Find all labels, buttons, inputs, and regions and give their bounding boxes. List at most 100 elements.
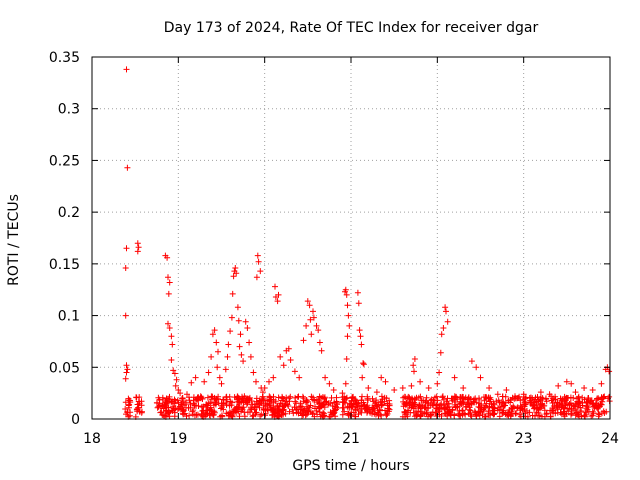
baseline-point <box>579 394 586 401</box>
baseline-point <box>443 398 450 405</box>
data-point <box>250 369 257 376</box>
data-point <box>228 314 235 321</box>
baseline-point <box>350 393 357 400</box>
baseline-point <box>166 413 173 420</box>
data-point <box>356 327 363 334</box>
baseline-point <box>203 401 210 408</box>
y-tick-label: 0.2 <box>58 205 80 221</box>
data-point <box>171 370 178 377</box>
baseline-point <box>475 403 482 410</box>
baseline-point <box>500 399 507 406</box>
baseline-point <box>570 395 577 401</box>
data-point <box>165 274 171 281</box>
baseline-point <box>422 399 429 406</box>
baseline-point <box>596 411 603 418</box>
baseline-point <box>223 394 230 401</box>
baseline-point <box>385 405 392 412</box>
data-point <box>275 291 282 298</box>
baseline-point <box>278 410 285 416</box>
baseline-point <box>157 409 164 416</box>
baseline-point <box>383 411 389 418</box>
baseline-point <box>220 406 227 413</box>
baseline-point <box>554 406 561 413</box>
data-point <box>436 369 443 376</box>
baseline-point <box>473 411 480 418</box>
data-point <box>230 273 237 280</box>
baseline-point <box>289 406 296 413</box>
baseline-point <box>339 404 346 411</box>
baseline-point <box>465 395 472 402</box>
baseline-point <box>438 400 445 407</box>
data-point <box>563 378 570 385</box>
baseline-point <box>383 412 390 419</box>
data-point <box>296 374 303 381</box>
baseline-point <box>407 399 414 406</box>
data-points <box>122 66 613 420</box>
baseline-point <box>218 412 225 419</box>
baseline-point <box>190 407 197 414</box>
data-point <box>280 362 287 369</box>
baseline-point <box>429 409 436 416</box>
data-point <box>277 353 284 360</box>
baseline-point <box>554 399 561 406</box>
baseline-point <box>329 403 336 409</box>
data-point <box>310 314 317 321</box>
data-point <box>255 258 262 265</box>
baseline-point <box>243 397 250 404</box>
baseline-point <box>376 407 383 414</box>
baseline-point <box>509 405 516 412</box>
baseline-point <box>369 395 376 402</box>
baseline-point <box>266 402 273 409</box>
y-tick-label: 0.25 <box>49 153 80 169</box>
baseline-point <box>421 411 428 417</box>
data-point <box>253 274 260 281</box>
data-point <box>486 385 493 391</box>
baseline-point <box>531 405 537 412</box>
baseline-point <box>382 407 388 414</box>
data-point <box>357 333 364 340</box>
data-point <box>246 339 253 346</box>
data-point <box>274 298 281 305</box>
data-point <box>315 327 322 334</box>
data-point <box>184 391 190 398</box>
baseline-point <box>122 406 129 412</box>
data-point <box>360 360 367 367</box>
baseline-point <box>236 413 243 420</box>
baseline-point <box>343 394 350 401</box>
baseline-point <box>363 404 370 411</box>
data-point <box>411 368 417 375</box>
baseline-point <box>308 393 315 400</box>
baseline-point <box>423 394 430 401</box>
baseline-point <box>172 405 179 412</box>
baseline-point <box>529 412 536 419</box>
baseline-point <box>156 400 163 407</box>
y-axis-label: ROTI / TECUs <box>6 194 22 286</box>
data-point <box>164 254 171 261</box>
baseline-point <box>535 412 542 419</box>
baseline-point <box>471 408 478 415</box>
baseline-point <box>208 396 215 403</box>
baseline-point <box>256 397 263 404</box>
baseline-point <box>339 411 346 418</box>
baseline-point <box>386 397 393 404</box>
baseline-point <box>332 406 339 413</box>
baseline-point <box>438 413 445 419</box>
baseline-point <box>496 413 503 420</box>
baseline-point <box>262 407 269 414</box>
data-point <box>257 268 264 275</box>
data-point <box>460 385 467 391</box>
baseline-point <box>344 410 351 417</box>
baseline-point <box>191 402 198 409</box>
baseline-point <box>436 405 443 412</box>
data-point <box>355 300 362 307</box>
axis-ticks <box>91 56 611 420</box>
data-point <box>134 240 141 247</box>
data-point <box>166 325 173 331</box>
baseline-point <box>287 393 294 400</box>
data-point <box>287 357 294 363</box>
baseline-point <box>126 401 133 408</box>
baseline-point <box>182 401 189 407</box>
baseline-point <box>406 398 413 405</box>
x-tick-label: 23 <box>515 431 533 447</box>
baseline-point <box>181 410 188 417</box>
